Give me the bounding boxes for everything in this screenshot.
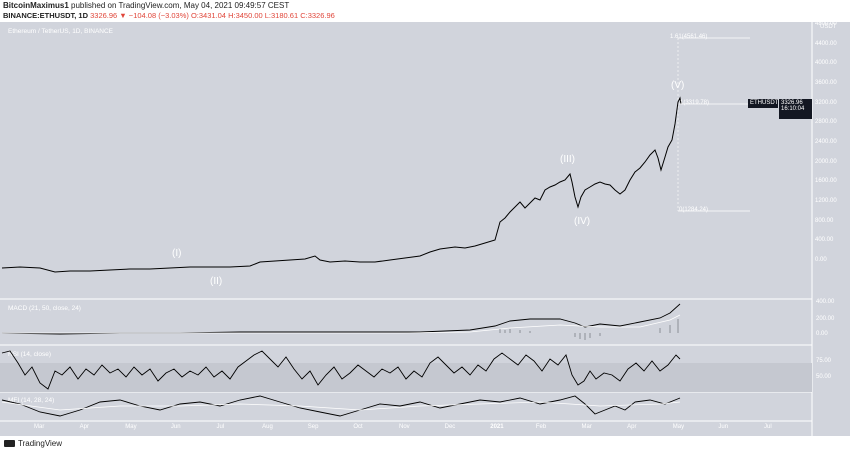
price-tick: 2400.00: [815, 139, 837, 145]
time-tick: Jun: [718, 424, 729, 430]
wave-label-1: (I): [172, 248, 182, 259]
mfi-pane[interactable]: [0, 392, 812, 421]
fib-level-0: 0(1284.24): [679, 207, 709, 213]
price-tick: 4000.00: [815, 60, 837, 67]
price-tick: 4400.00: [815, 40, 837, 47]
wave-label-3: (III): [560, 154, 575, 165]
time-tick: May: [672, 424, 685, 430]
price-change: 3326.96 ▼ −104.08 (−3.03%): [90, 11, 189, 20]
rsi-tick-75: 75.00: [816, 358, 832, 364]
wave-label-2: (II): [210, 276, 223, 287]
symbol-tag: ETHUSDT: [748, 99, 779, 108]
fib-level-161: 1.61(4561.46): [670, 34, 708, 40]
time-tick: Mar: [581, 424, 592, 430]
symbol-line: BINANCE:ETHUSDT, 1D 3326.96 ▼ −104.08 (−…: [3, 11, 335, 20]
tradingview-logo[interactable]: TradingView: [4, 439, 62, 448]
time-tick: Apr: [79, 424, 89, 430]
macd-tick-0: 0.00: [816, 331, 828, 337]
wave-label-5: (V): [671, 80, 685, 91]
price-tick: 400.00: [815, 237, 834, 244]
wave-label-4: (IV): [574, 216, 591, 227]
time-tick: Sep: [307, 424, 319, 430]
time-tick: 2021: [490, 424, 504, 430]
time-tick: Mar: [34, 424, 45, 430]
currency-label: USDT: [820, 24, 837, 30]
price-tick: 3200.00: [815, 99, 837, 106]
last-price: 3326.96: [781, 100, 803, 106]
rsi-pane[interactable]: [0, 345, 812, 392]
time-tick: Jul: [764, 424, 772, 430]
price-tick: 0.00: [815, 257, 827, 263]
time-tick: Apr: [627, 424, 637, 430]
price-tick: 800.00: [815, 217, 834, 224]
price-tick: 1200.00: [815, 198, 837, 204]
rsi-title: RSI (14, close): [8, 351, 51, 358]
price-tick: 1600.00: [815, 178, 837, 185]
price-tick: 4800.00: [815, 21, 837, 27]
last-price-box: 3326.96 16:10:04: [779, 99, 812, 119]
author-name[interactable]: BitcoinMaximus1: [3, 1, 69, 10]
time-tick: Jun: [170, 424, 181, 430]
price-chart[interactable]: [0, 22, 812, 299]
footer: [0, 436, 850, 453]
published-text: published on TradingView.com, May 04, 20…: [68, 1, 290, 10]
price-tick: 2800.00: [815, 119, 837, 126]
price-tick: 2000.00: [815, 158, 837, 165]
macd-tick-400: 400.00: [816, 299, 835, 305]
mfi-title: MFI (14, 28, 24): [8, 397, 55, 404]
chart-title: Ethereum / TetherUS, 1D, BINANCE: [8, 28, 114, 35]
price-axis[interactable]: [812, 22, 850, 436]
macd-pane[interactable]: [0, 299, 812, 345]
chart-header: BitcoinMaximus1 published on TradingView…: [0, 0, 850, 22]
time-tick: Jul: [216, 424, 225, 430]
symbol-prefix: BINANCE:ETHUSDT, 1D: [3, 11, 89, 20]
rsi-tick-50: 50.00: [816, 374, 832, 380]
time-tick: Feb: [535, 424, 547, 430]
fib-level-1: 1(3319.78): [680, 100, 710, 106]
time-tick: Dec: [444, 424, 456, 430]
bar-countdown: 16:10:04: [781, 106, 805, 112]
time-tick: Nov: [399, 424, 410, 430]
macd-title: MACD (21, 50, close, 24): [8, 305, 81, 312]
time-tick: Aug: [262, 424, 273, 430]
price-tick: 3600.00: [815, 80, 837, 86]
time-tick: Oct: [353, 424, 363, 430]
tradingview-mark-icon: [4, 440, 15, 447]
macd-tick-200: 200.00: [816, 316, 835, 322]
ohlc-values: O:3431.04 H:3450.00 L:3180.61 C:3326.96: [190, 11, 335, 20]
brand-name: TradingView: [18, 439, 63, 448]
time-tick: May: [125, 424, 137, 430]
publish-line: BitcoinMaximus1 published on TradingView…: [3, 1, 289, 10]
